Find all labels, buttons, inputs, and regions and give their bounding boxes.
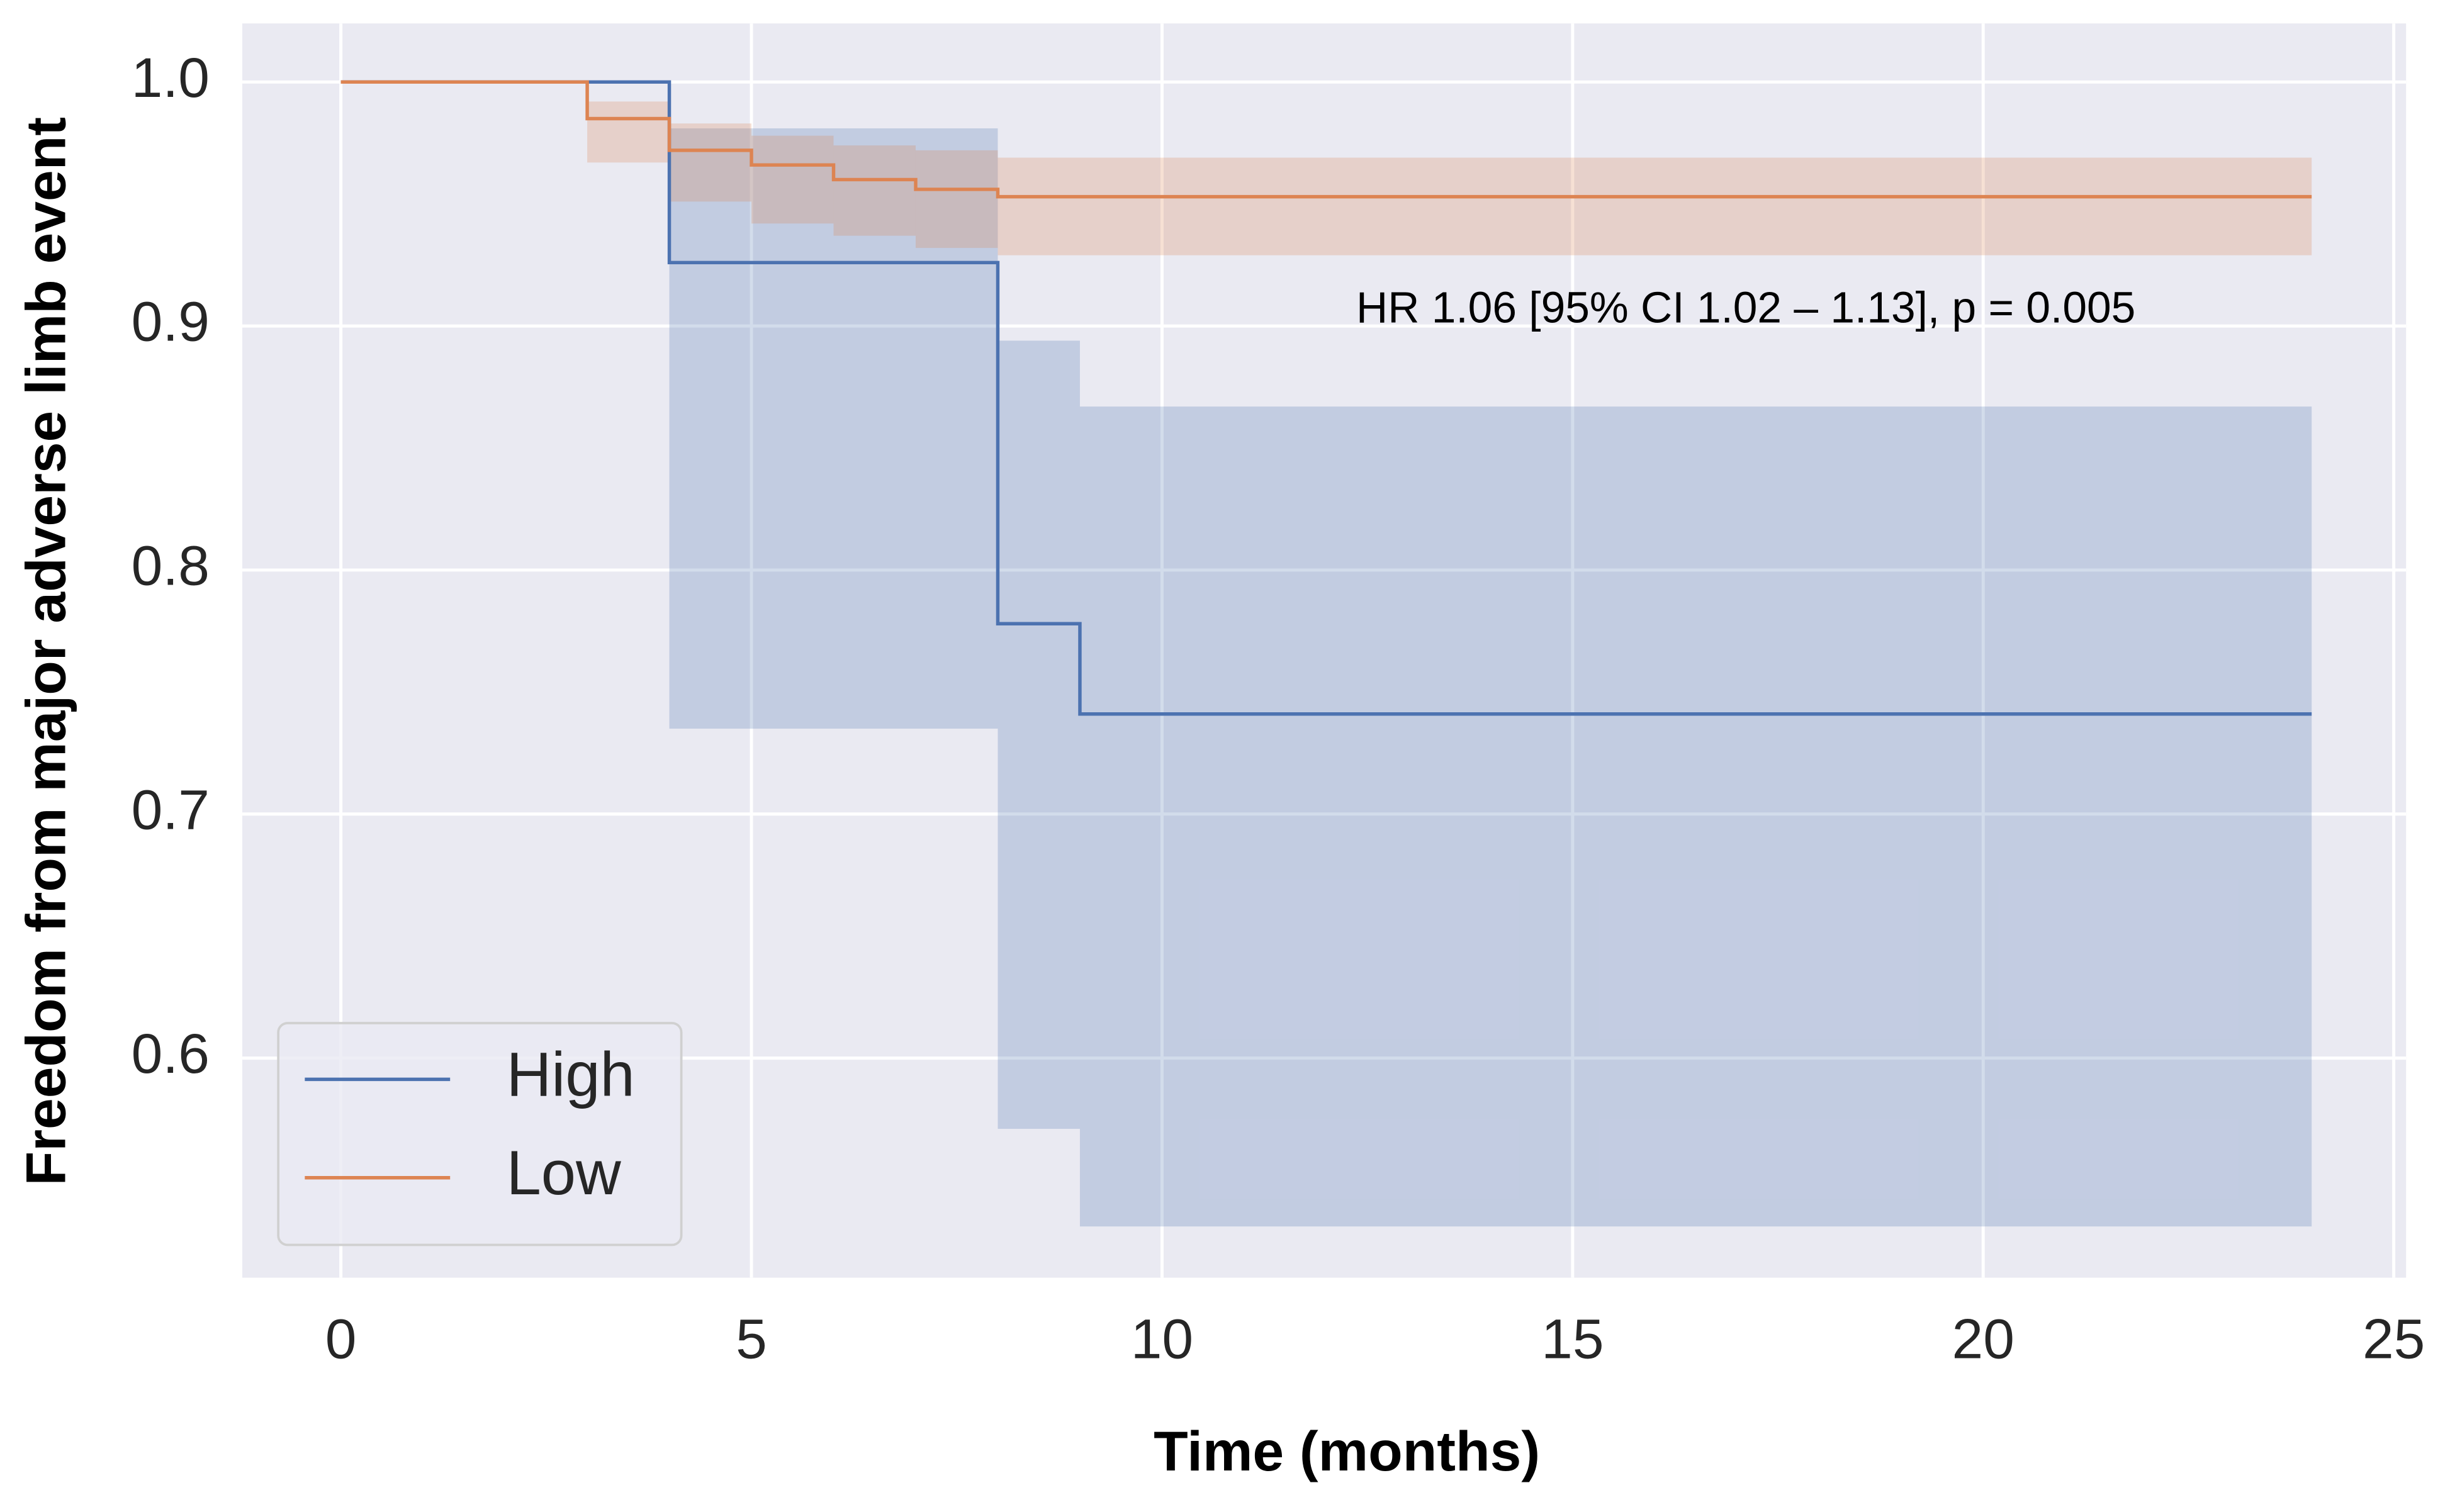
y-tick-label: 0.9 <box>132 290 210 353</box>
confidence-band <box>587 101 670 163</box>
confidence-band <box>997 157 2312 255</box>
confidence-band <box>1079 406 2312 1227</box>
confidence-band <box>997 340 1080 1129</box>
grid <box>242 23 2407 1278</box>
x-tick-label: 10 <box>1131 1308 1193 1370</box>
confidence-band <box>751 135 834 224</box>
y-tick-label: 0.8 <box>132 534 210 597</box>
x-tick-label: 20 <box>1952 1308 2015 1370</box>
confidence-band <box>833 145 916 236</box>
y-tick-label: 0.6 <box>132 1022 210 1085</box>
survival-lines <box>340 80 2312 716</box>
y-tick-label: 1.0 <box>132 46 210 109</box>
x-tick-label: 25 <box>2363 1308 2425 1370</box>
survival-line <box>340 80 2312 199</box>
confidence-bands <box>587 101 2312 1227</box>
x-tick-label: 0 <box>325 1308 357 1370</box>
confidence-band <box>669 123 752 202</box>
confidence-band <box>915 150 998 249</box>
x-tick-label: 15 <box>1541 1308 1604 1370</box>
legend-label: High <box>507 1040 635 1110</box>
legend: High Low <box>277 1022 683 1246</box>
y-tick-label: 0.7 <box>132 778 210 841</box>
survival-line <box>340 80 2312 716</box>
confidence-band <box>669 128 998 729</box>
y-axis-label: Freedom from major adverse limb event <box>14 117 77 1185</box>
annotation: HR 1.06 [95% CI 1.02 – 1.13], p = 0.005 <box>1356 283 2135 332</box>
legend-label: Low <box>507 1138 621 1208</box>
x-tick-label: 5 <box>736 1308 767 1370</box>
x-axis-label: Time (months) <box>1154 1420 1540 1482</box>
